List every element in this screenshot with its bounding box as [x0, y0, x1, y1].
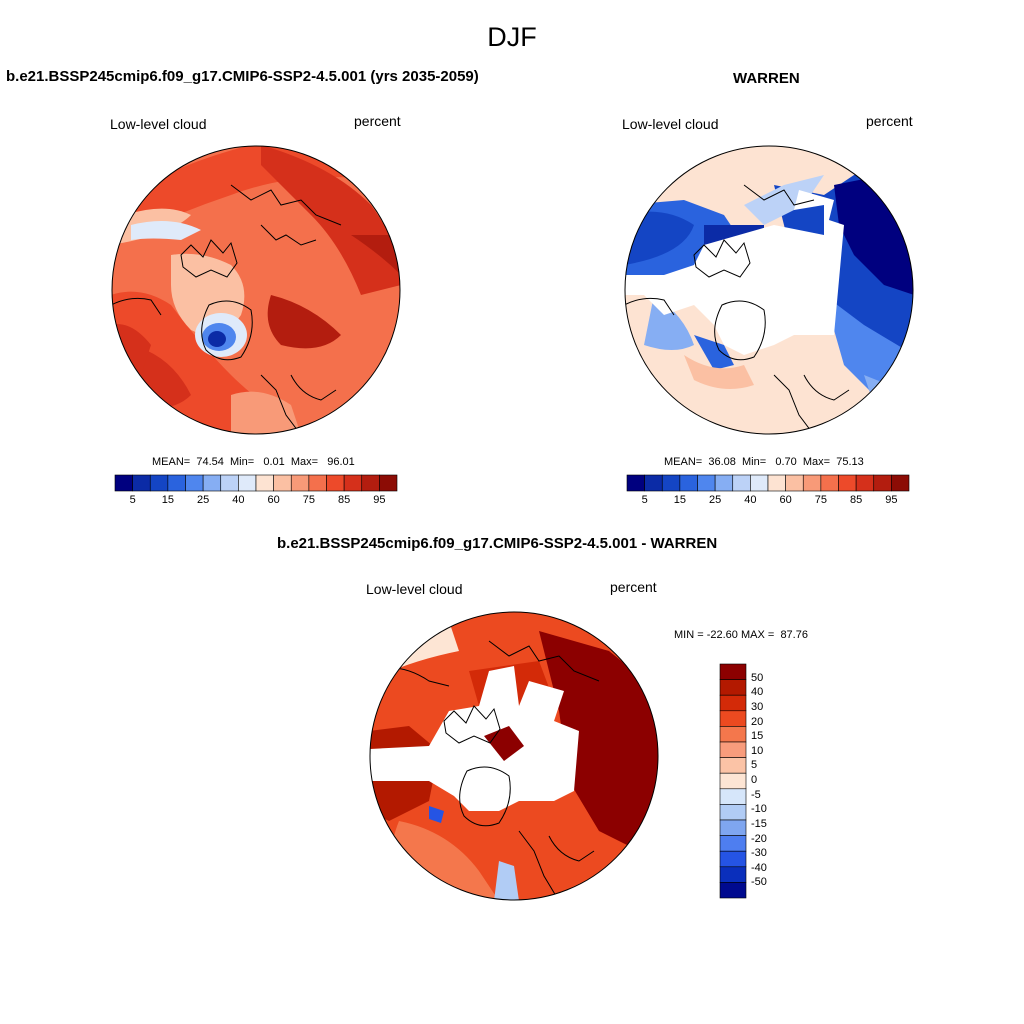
panel-title-obs: WARREN: [733, 70, 800, 87]
colorbar-tick-label: -5: [751, 788, 761, 801]
colorbar-box: [767, 474, 786, 492]
colorbar-box: [732, 474, 751, 492]
colorbar-box: [220, 474, 239, 492]
colorbar-box: [873, 474, 892, 492]
colorbar-tick-label: 85: [850, 494, 863, 506]
colorbar-box: [719, 835, 747, 852]
colorbar-box: [714, 474, 734, 492]
colorbar-box: [719, 726, 747, 743]
colorbar-tick-label: -20: [751, 832, 767, 845]
units-label-obs: percent: [866, 113, 913, 129]
variable-label-obs: Low-level cloud: [622, 116, 719, 132]
colorbar-box: [132, 474, 151, 492]
colorbar-tick-label: 40: [232, 494, 245, 506]
colorbar-box: [802, 474, 822, 492]
colorbar-tick-label: 15: [751, 730, 764, 743]
colorbar-box: [167, 474, 186, 492]
colorbar-box: [202, 474, 222, 492]
panel-title-model: b.e21.BSSP245cmip6.f09_g17.CMIP6-SSP2-4.…: [6, 68, 479, 85]
colorbar-model: [114, 474, 398, 492]
colorbar-box: [361, 474, 380, 492]
colorbar-box: [719, 741, 747, 758]
colorbar-tick-label: 25: [709, 494, 722, 506]
colorbar-box: [820, 474, 839, 492]
colorbar-box: [719, 757, 747, 774]
polar-map-diff: [369, 611, 659, 901]
colorbar-tick-label: 15: [673, 494, 686, 506]
stats-obs: MEAN= 36.08 Min= 0.70 Max= 75.13: [664, 456, 864, 468]
colorbar-box: [891, 474, 910, 492]
colorbar-box: [719, 694, 747, 712]
colorbar-box: [719, 710, 747, 727]
page-title: DJF: [487, 22, 537, 52]
stats-model: MEAN= 74.54 Min= 0.01 Max= 96.01: [152, 456, 355, 468]
colorbar-obs: [626, 474, 910, 492]
colorbar-tick-label: 5: [129, 494, 136, 506]
colorbar-tick-label: 40: [751, 686, 764, 699]
colorbar-tick-label: 75: [302, 494, 315, 506]
colorbar-box: [719, 788, 747, 805]
stats-diff: MIN = -22.60 MAX = 87.76: [674, 629, 808, 641]
units-label-model: percent: [354, 113, 401, 129]
colorbar-box: [149, 474, 169, 492]
colorbar-box: [719, 819, 747, 836]
colorbar-box: [838, 474, 857, 492]
colorbar-box: [290, 474, 310, 492]
colorbar-box: [273, 474, 292, 492]
colorbar-box: [379, 474, 398, 492]
colorbar-diff: [719, 663, 747, 899]
colorbar-tick-label: 40: [744, 494, 757, 506]
colorbar-box: [719, 772, 747, 790]
colorbar-box: [661, 474, 681, 492]
colorbar-tick-label: 75: [814, 494, 827, 506]
colorbar-box: [719, 866, 747, 883]
colorbar-box: [255, 474, 274, 492]
colorbar-tick-label: 95: [373, 494, 386, 506]
panel-title-diff: b.e21.BSSP245cmip6.f09_g17.CMIP6-SSP2-4.…: [277, 535, 718, 552]
polar-map-obs: [624, 145, 914, 435]
colorbar-box: [719, 882, 747, 899]
colorbar-tick-label: 5: [641, 494, 648, 506]
polar-map-model: [111, 145, 401, 435]
colorbar-box: [114, 474, 133, 492]
colorbar-box: [719, 850, 747, 868]
colorbar-tick-label: 0: [751, 774, 758, 786]
colorbar-box: [308, 474, 327, 492]
colorbar-tick-label: -30: [751, 847, 767, 860]
colorbar-box: [719, 663, 747, 680]
colorbar-box: [626, 474, 645, 492]
colorbar-box: [719, 679, 747, 696]
colorbar-tick-label: -50: [751, 876, 767, 889]
colorbar-tick-label: -40: [751, 861, 767, 874]
colorbar-box: [679, 474, 698, 492]
colorbar-tick-label: 50: [751, 671, 764, 684]
colorbar-tick-label: 20: [751, 715, 764, 728]
colorbar-box: [697, 474, 716, 492]
colorbar-tick-label: -15: [751, 817, 767, 830]
colorbar-tick-label: -10: [751, 803, 767, 816]
colorbar-tick-label: 25: [197, 494, 210, 506]
colorbar-tick-label: 60: [779, 494, 792, 506]
variable-label-model: Low-level cloud: [110, 116, 207, 132]
colorbar-tick-label: 95: [885, 494, 898, 506]
colorbar-tick-label: 85: [338, 494, 351, 506]
variable-label-diff: Low-level cloud: [366, 581, 463, 597]
colorbar-box: [750, 474, 769, 492]
colorbar-box: [185, 474, 204, 492]
colorbar-tick-label: 60: [267, 494, 280, 506]
colorbar-tick-label: 15: [161, 494, 174, 506]
units-label-diff: percent: [610, 579, 657, 595]
colorbar-box: [238, 474, 257, 492]
colorbar-tick-label: 10: [751, 744, 764, 757]
colorbar-tick-label: 5: [751, 759, 758, 772]
colorbar-box: [719, 804, 747, 821]
colorbar-tick-label: 30: [751, 700, 764, 713]
colorbar-box: [855, 474, 875, 492]
colorbar-box: [343, 474, 363, 492]
colorbar-box: [326, 474, 345, 492]
colorbar-box: [785, 474, 804, 492]
colorbar-box: [644, 474, 663, 492]
